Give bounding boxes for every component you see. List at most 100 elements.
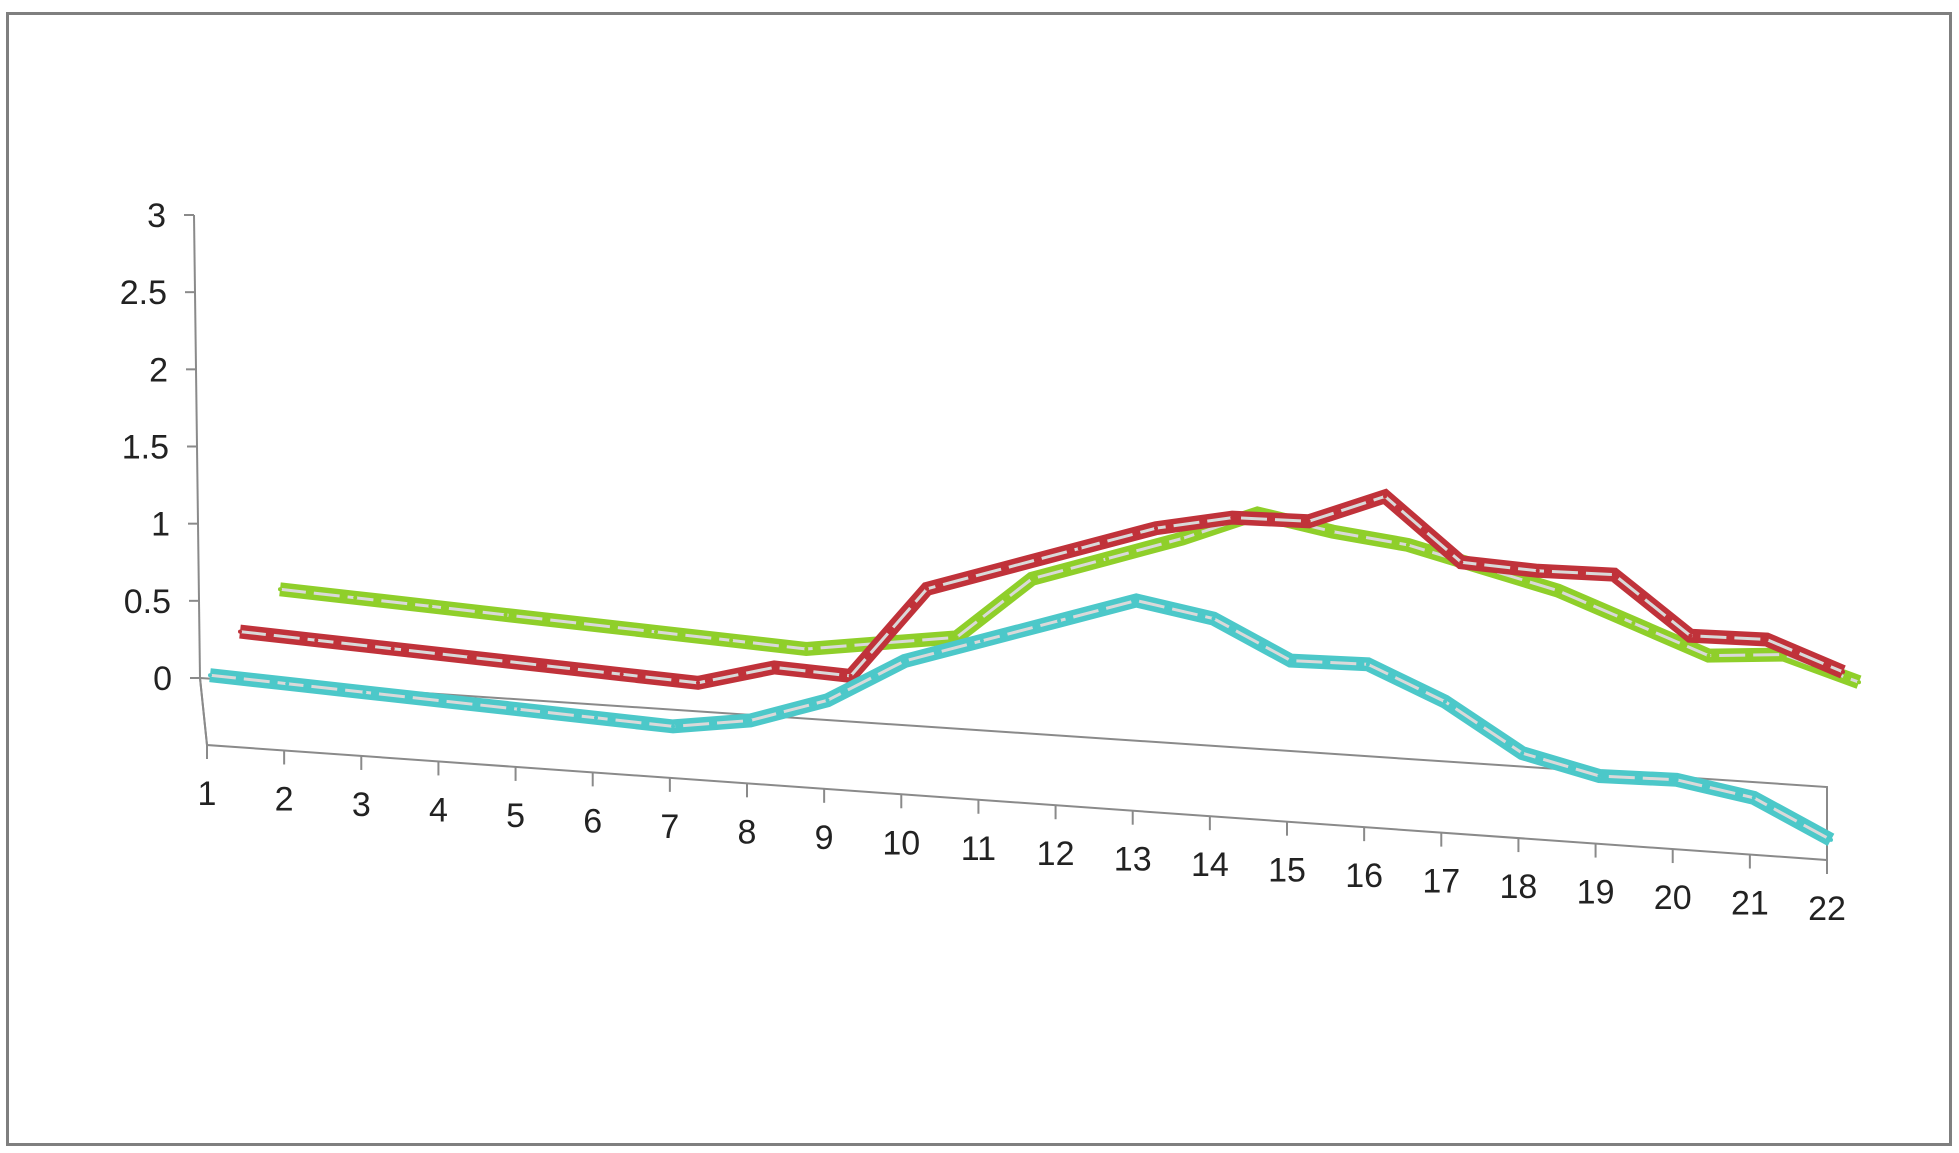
depth-axis-line	[199, 677, 208, 746]
x-tick-label: 12	[1037, 835, 1075, 873]
x-tick-label: 16	[1345, 857, 1383, 895]
series-0-point-13	[1154, 526, 1158, 531]
series-2-point-10	[902, 659, 907, 663]
x-tick-label: 2	[275, 780, 294, 818]
y-axis-ticks: 0 0.5 1 1.5 2 2.5 3	[120, 197, 200, 698]
x-tick-label: 17	[1422, 863, 1460, 901]
series-2-point-12	[1057, 618, 1062, 623]
y-tick-label: 1.5	[122, 429, 169, 467]
y-tick-label: 0	[153, 660, 172, 698]
series-2-point-8	[748, 718, 753, 723]
y-tick-label: 1	[151, 506, 170, 544]
series-1-point-18	[1556, 588, 1561, 593]
series-2-point-19	[1597, 774, 1602, 778]
series-0-point-7	[696, 680, 700, 685]
series-line-highlight-1	[279, 511, 1860, 684]
series-1-point-13	[1180, 536, 1185, 541]
series-line-highlight-0	[239, 494, 1844, 685]
series-1-point-4	[503, 612, 508, 617]
series-0-point-21	[1764, 637, 1769, 642]
series-0-point-3	[390, 646, 395, 651]
series-1-point-16	[1405, 542, 1410, 547]
series-1-point-6	[654, 629, 658, 634]
series-2-point-5	[516, 707, 521, 712]
series-line-2	[209, 593, 1835, 847]
x-tick-label: 10	[882, 824, 920, 862]
y-tick-label: 0.5	[124, 583, 171, 621]
series-0-point-2	[314, 638, 319, 643]
series-0-point-14	[1230, 515, 1235, 520]
series-1-point-22	[1857, 680, 1861, 685]
series-2-point-20	[1674, 777, 1679, 782]
series-0-point-5	[543, 663, 548, 668]
series-0-point-10	[925, 586, 929, 591]
series-0-point-17	[1459, 560, 1464, 565]
series-1-point-3	[428, 604, 433, 609]
series-2-point-18	[1520, 751, 1525, 756]
x-axis-ticks: 1 2 3 4 5 6 7 8 9 10 11 12 13 14 15 16 17 18 19 20 21 22	[198, 745, 1846, 928]
series-0-point-16	[1383, 494, 1387, 499]
series-2-point-11	[979, 638, 984, 643]
series-2-point-1	[208, 673, 212, 678]
series-1-point-15	[1330, 529, 1335, 534]
series-2-point-17	[1443, 699, 1447, 704]
x-tick-label: 6	[583, 802, 602, 840]
x-tick-label: 7	[660, 808, 679, 846]
series-2-point-16	[1365, 662, 1370, 667]
series-2-point-21	[1751, 795, 1756, 800]
series-2-point-14	[1211, 616, 1216, 621]
x-tick-label: 18	[1500, 868, 1538, 906]
x-tick-label: 20	[1654, 879, 1692, 917]
x-tick-label: 13	[1114, 841, 1152, 879]
series-1-point-19	[1631, 621, 1636, 626]
series-2-point-6	[594, 715, 598, 720]
series-1-point-1	[278, 587, 282, 592]
series-2-point-13	[1134, 598, 1139, 603]
series-0-point-22	[1841, 669, 1845, 674]
series-1-point-12	[1105, 556, 1110, 561]
series-0-point-1	[238, 629, 242, 634]
series-1-point-7	[729, 638, 734, 643]
series-0-point-8	[772, 665, 777, 670]
x-tick-label: 19	[1577, 874, 1615, 912]
series-1-point-10	[954, 635, 959, 640]
series-1-point-2	[353, 595, 358, 600]
series-1-point-11	[1029, 576, 1034, 581]
series-2-point-22	[1829, 837, 1833, 842]
series-0-point-15	[1306, 519, 1311, 524]
series-lines	[208, 488, 1862, 847]
x-tick-label: 14	[1191, 846, 1229, 884]
series-0-point-4	[467, 655, 471, 660]
x-tick-label: 3	[352, 786, 371, 824]
x-tick-label: 4	[429, 791, 448, 829]
y-tick-label: 3	[147, 197, 166, 235]
series-2-point-9	[825, 698, 830, 703]
x-tick-label: 8	[738, 813, 757, 851]
series-0-point-18	[1535, 568, 1540, 573]
series-1-point-20	[1706, 653, 1711, 658]
x-tick-label: 11	[961, 830, 996, 868]
series-0-point-11	[1001, 566, 1006, 571]
series-2-point-7	[671, 724, 676, 729]
series-0-point-9	[848, 673, 853, 678]
y-tick-label: 2	[149, 351, 168, 389]
y-tick-label: 2.5	[120, 274, 167, 312]
series-2-point-3	[362, 690, 367, 695]
series-1-point-8	[804, 647, 809, 651]
series-0-point-20	[1688, 633, 1693, 638]
series-2-point-4	[439, 698, 444, 703]
series-2-point-15	[1288, 658, 1293, 663]
x-tick-label: 5	[506, 797, 525, 835]
series-line-highlight-2	[209, 598, 1832, 842]
x-tick-label: 9	[815, 819, 834, 857]
x-tick-label: 15	[1268, 852, 1306, 890]
series-0-point-6	[619, 672, 624, 677]
series-0-point-19	[1612, 572, 1616, 577]
series-line-0	[239, 488, 1846, 690]
x-tick-label: 22	[1808, 890, 1846, 928]
series-0-point-12	[1077, 546, 1082, 551]
x-tick-label: 21	[1731, 885, 1769, 923]
x-tick-label: 1	[198, 775, 217, 813]
series-1-point-5	[578, 621, 583, 626]
